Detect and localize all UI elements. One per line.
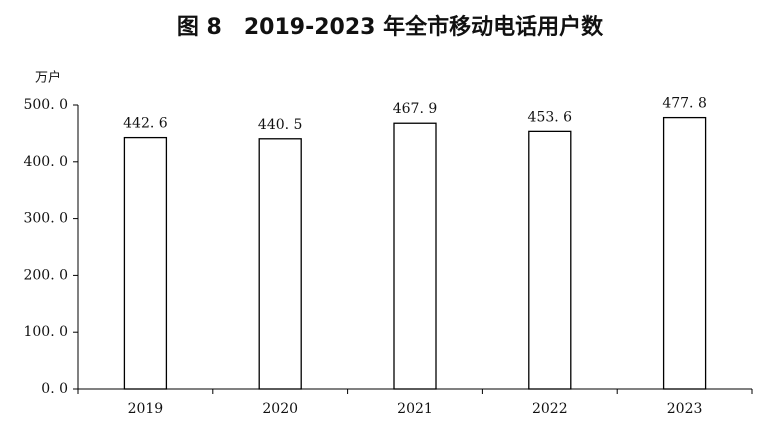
bar (662, 116, 707, 390)
y-tick-label: 200. 0 (23, 267, 68, 283)
chart-title: 图 8 2019-2023 年全市移动电话用户数 (177, 14, 604, 40)
bar (393, 122, 437, 390)
bar (528, 130, 572, 390)
y-tick-label: 300. 0 (23, 211, 68, 227)
y-axis-label: 万户 (35, 70, 61, 86)
data-label: 453. 6 (528, 109, 573, 125)
x-tick-label: 2021 (397, 401, 433, 417)
data-label: 440. 5 (258, 117, 303, 133)
y-tick-label: 100. 0 (23, 324, 68, 340)
x-tick-label: 2020 (262, 401, 298, 417)
x-tick-label: 2019 (128, 401, 164, 417)
y-tick-label: 0. 0 (41, 381, 68, 397)
bar (123, 136, 168, 390)
y-tick-label: 500. 0 (23, 97, 68, 113)
data-label: 467. 9 (393, 101, 438, 117)
x-tick-label: 2023 (667, 401, 703, 417)
x-tick-label: 2022 (532, 401, 568, 417)
data-label: 442. 6 (123, 116, 168, 132)
bar (258, 138, 302, 390)
data-label: 477. 8 (662, 96, 707, 112)
y-tick-label: 400. 0 (23, 154, 68, 170)
